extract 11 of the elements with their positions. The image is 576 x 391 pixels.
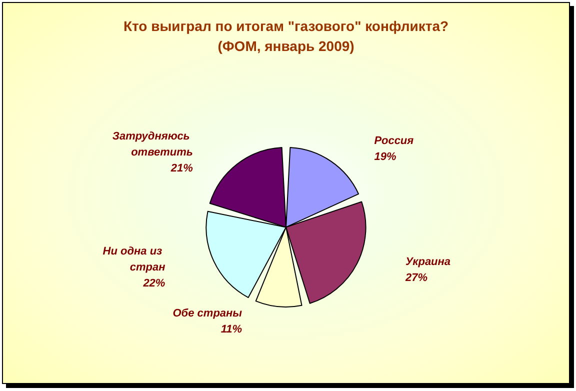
slice-label: Украина <box>405 256 451 268</box>
data-label: 27% <box>404 272 428 284</box>
slice-label: Обе страны <box>172 308 243 320</box>
data-label: 21% <box>170 162 194 174</box>
chart-title: Кто выиграл по итогам "газового" конфликта? (ФОМ, январь 2009) <box>123 18 449 54</box>
data-label: 11% <box>220 324 242 336</box>
data-label: 22% <box>142 278 166 290</box>
slice-label: Затрудняюсь ответить <box>112 130 193 158</box>
slice-label: Россия <box>374 134 414 147</box>
slice-label: Ни одна из стран <box>102 246 166 274</box>
data-label: 19% <box>374 150 397 163</box>
